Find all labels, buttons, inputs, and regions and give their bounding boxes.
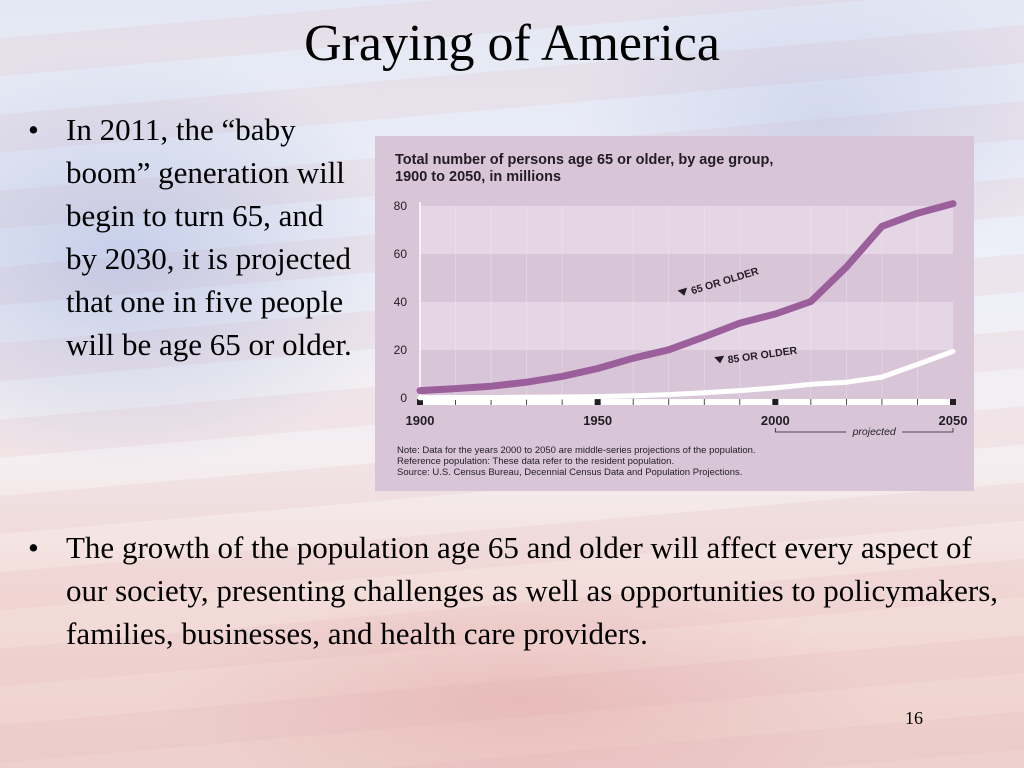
series-label-arrow bbox=[677, 287, 688, 296]
x-tick-label: 1950 bbox=[583, 413, 612, 428]
y-tick-label: 0 bbox=[400, 391, 407, 405]
x-tick-label: 2050 bbox=[939, 413, 968, 428]
x-tick-label: 2000 bbox=[761, 413, 790, 428]
chart-note: Source: U.S. Census Bureau, Decennial Ce… bbox=[397, 467, 742, 478]
series-label-arrow bbox=[714, 355, 725, 364]
bullet-symbol: • bbox=[28, 112, 39, 147]
population-chart: Total number of persons age 65 or older,… bbox=[375, 136, 974, 491]
projected-label: projected bbox=[852, 426, 897, 438]
bullet-text: In 2011, the “baby boom” generation will… bbox=[66, 112, 352, 362]
x-major-tick bbox=[950, 399, 956, 405]
series-line bbox=[417, 348, 956, 401]
x-major-tick bbox=[594, 399, 601, 405]
x-major-tick bbox=[417, 399, 423, 405]
y-tick-label: 20 bbox=[394, 343, 408, 357]
bullet-item: • In 2011, the “baby boom” generation wi… bbox=[28, 108, 356, 366]
slide-title: Graying of America bbox=[304, 15, 720, 72]
x-axis-bar bbox=[417, 399, 956, 405]
projected-label-bg bbox=[846, 425, 903, 437]
x-major-tick bbox=[772, 399, 779, 405]
page-number: 16 bbox=[905, 708, 923, 728]
series-label-text: 65 OR OLDER bbox=[690, 265, 761, 297]
x-tick-label: 1900 bbox=[406, 413, 435, 428]
series-label: 65 OR OLDER bbox=[677, 265, 761, 297]
bullet-symbol: • bbox=[28, 530, 39, 565]
grid-band bbox=[420, 206, 953, 254]
y-tick-label: 80 bbox=[394, 199, 408, 213]
bullet-text: The growth of the population age 65 and … bbox=[66, 530, 999, 651]
chart-note: Reference population: These data refer t… bbox=[397, 456, 674, 467]
y-tick-label: 40 bbox=[394, 295, 408, 309]
y-tick-label: 60 bbox=[394, 247, 408, 261]
series-line bbox=[416, 200, 957, 395]
chart-note: Note: Data for the years 2000 to 2050 ar… bbox=[397, 445, 756, 456]
chart-title: 1900 to 2050, in millions bbox=[395, 169, 561, 185]
chart-title: Total number of persons age 65 or older,… bbox=[395, 152, 773, 168]
chart-svg: Total number of persons age 65 or older,… bbox=[394, 152, 968, 478]
bullet-item: • The growth of the population age 65 an… bbox=[28, 526, 1001, 655]
